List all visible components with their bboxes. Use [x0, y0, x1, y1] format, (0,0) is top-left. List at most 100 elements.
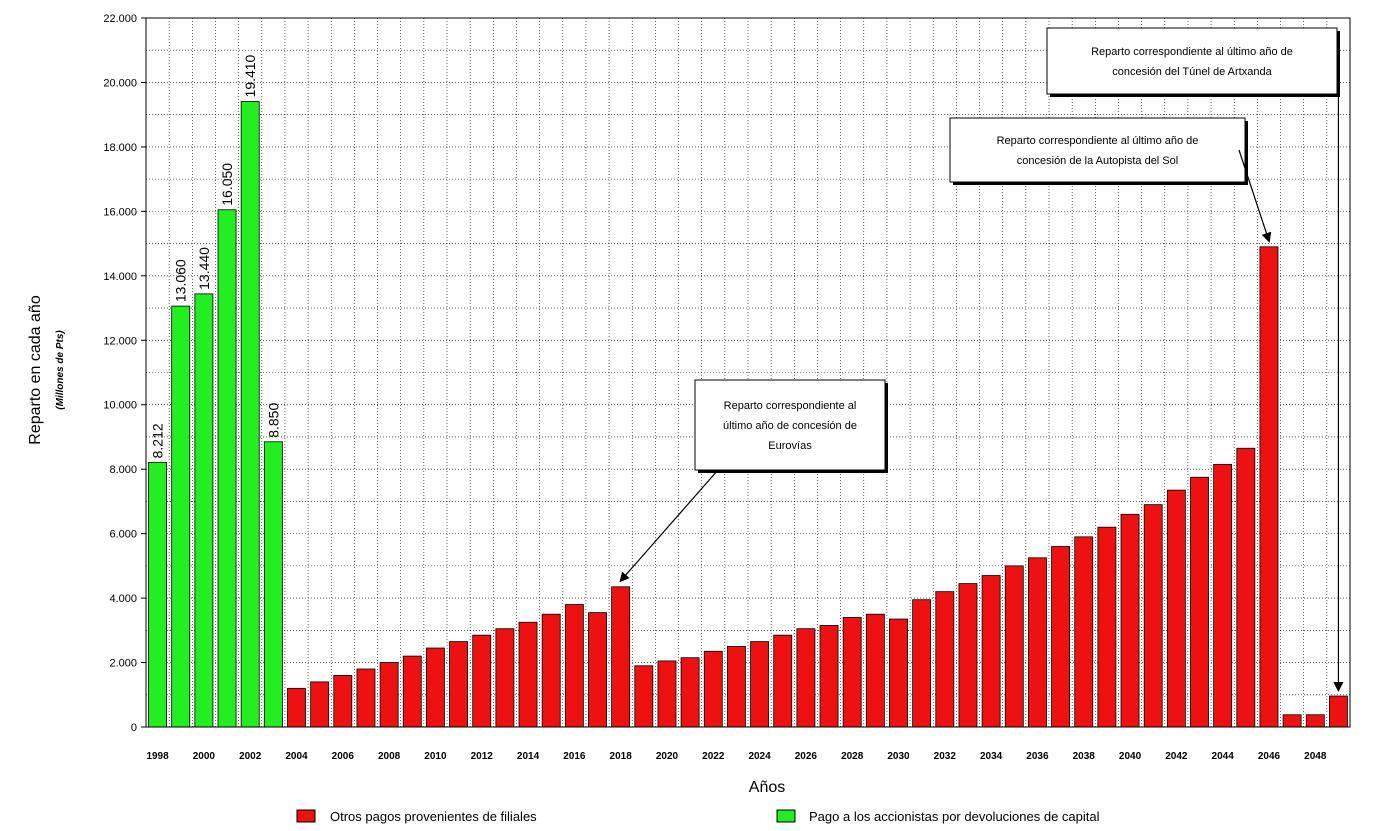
y-tick-label: 0: [131, 722, 137, 734]
bar-otros-2041: [1143, 504, 1163, 728]
annotation-3: Reparto correspondiente al último año de…: [1046, 27, 1344, 693]
data-label-2002: 19.410: [242, 54, 258, 97]
legend-swatch-green: [776, 809, 796, 823]
bar-otros-2038: [1074, 536, 1094, 728]
legend-item-otros: Otros pagos provenientes de filiales: [296, 809, 537, 824]
y-tick-label: 14.000: [103, 271, 137, 283]
bar-otros-2049: [1328, 695, 1348, 728]
bar-otros-2022: [703, 650, 723, 728]
bar-otros-2019: [634, 665, 654, 728]
bar-otros-2020: [657, 660, 677, 728]
plot-frame: [145, 17, 1351, 728]
x-tick-label-2000: 2000: [193, 751, 216, 762]
bar-otros-2031: [912, 599, 932, 728]
y-tick-label: 22.000: [103, 13, 137, 25]
bar-pago-2001: [217, 209, 237, 728]
y-tick-label: 2.000: [109, 658, 137, 670]
y-tick-labels: 0 2.000 4.000 6.000 8.000 10.000 12.000 14.000 1…: [103, 13, 137, 734]
y-tick-label: 12.000: [103, 335, 137, 347]
bar-otros-2025: [773, 634, 793, 728]
bar-otros-2010: [425, 647, 445, 728]
data-label-2003: 8.850: [265, 403, 281, 438]
annotation-text: Reparto correspondiente al último año de: [1091, 46, 1293, 58]
bar-otros-2012: [472, 634, 492, 728]
bar-otros-2027: [819, 625, 839, 728]
legend-label-pago: Pago a los accionistas por devoluciones …: [809, 809, 1100, 824]
annotation-text: Eurovías: [768, 440, 812, 452]
bar-otros-2040: [1120, 513, 1140, 728]
bar-pago-2000: [194, 293, 214, 728]
bar-otros-2026: [796, 628, 816, 728]
bar-otros-2035: [1004, 565, 1024, 728]
axes: [141, 17, 1351, 728]
bar-otros-2016: [564, 604, 584, 728]
annotation-arrow: [619, 469, 719, 583]
bar-otros-2018: [611, 586, 631, 728]
legend-label-otros: Otros pagos provenientes de filiales: [330, 809, 537, 824]
bar-otros-2030: [889, 618, 908, 728]
x-tick-label-1998: 1998: [146, 751, 169, 762]
bar-otros-2045: [1236, 447, 1256, 728]
x-tick-label-2020: 2020: [656, 751, 679, 762]
annotation-text: Reparto correspondiente al: [724, 400, 857, 412]
annotation-box: [949, 117, 1246, 183]
y-tick-label: 18.000: [103, 142, 137, 154]
legend-item-pago: Pago a los accionistas por devoluciones …: [776, 809, 1100, 824]
legend: Otros pagos provenientes de filiales Pag…: [296, 809, 1100, 824]
data-label-2001: 16.050: [219, 163, 235, 206]
x-tick-label-2048: 2048: [1304, 751, 1327, 762]
annotation-arrow: [1238, 149, 1272, 243]
bar-otros-2047: [1282, 714, 1302, 728]
bar-otros-2014: [518, 621, 538, 728]
y-tick-label: 10.000: [103, 400, 137, 412]
bar-otros-2046: [1259, 246, 1279, 728]
bar-otros-2004: [287, 687, 306, 728]
bar-otros-2036: [1027, 557, 1047, 728]
x-tick-label-2006: 2006: [332, 751, 355, 762]
y-tick-label: 6.000: [109, 529, 137, 541]
bar-pago-2003: [263, 441, 283, 728]
data-label-1999: 13.060: [173, 259, 189, 302]
bar-otros-2032: [935, 591, 955, 728]
bar-otros-2034: [981, 575, 1001, 728]
bar-otros-2044: [1213, 463, 1233, 728]
bar-otros-2009: [402, 655, 422, 728]
bar-otros-2015: [541, 613, 561, 728]
x-tick-label-2016: 2016: [563, 751, 586, 762]
x-tick-label-2018: 2018: [610, 751, 633, 762]
bar-otros-2021: [680, 657, 700, 728]
y-axis-label: Reparto en cada año: [27, 295, 44, 445]
x-tick-label-2010: 2010: [424, 751, 447, 762]
x-tick-label-2046: 2046: [1258, 751, 1281, 762]
x-tick-label-2008: 2008: [378, 751, 401, 762]
bar-otros-2006: [333, 675, 353, 728]
x-tick-label-2036: 2036: [1026, 751, 1049, 762]
data-label-2000: 13.440: [196, 247, 212, 290]
bar-pago-2002: [240, 101, 260, 728]
bar-otros-2011: [449, 641, 469, 728]
y-tick-label: 16.000: [103, 206, 137, 218]
x-tick-label-2022: 2022: [702, 751, 725, 762]
y-tick-label: 4.000: [109, 593, 137, 605]
x-tick-label-2044: 2044: [1212, 751, 1235, 762]
x-tick-labels: 1998 2000 2002 2004 2006 2008 2010 2012 2014 2016…: [146, 751, 1326, 762]
bar-pago-1998: [148, 461, 168, 728]
bar-pago-1999: [171, 305, 191, 728]
x-tick-label-2030: 2030: [887, 751, 910, 762]
x-tick-label-2004: 2004: [285, 751, 308, 762]
bar-otros-2013: [495, 628, 515, 728]
bars: [148, 101, 1348, 728]
bar-otros-2024: [750, 641, 770, 728]
x-tick-label-2042: 2042: [1165, 751, 1188, 762]
x-tick-label-2024: 2024: [748, 751, 771, 762]
x-tick-label-2014: 2014: [517, 751, 540, 762]
bar-otros-2005: [310, 681, 330, 728]
bar-otros-2028: [842, 617, 862, 728]
x-axis-label: Años: [749, 779, 785, 796]
legend-swatch-red: [296, 809, 316, 823]
bar-otros-2023: [726, 646, 746, 728]
x-tick-label-2034: 2034: [980, 751, 1003, 762]
x-tick-label-2040: 2040: [1119, 751, 1142, 762]
annotation-text: concesión del Túnel de Artxanda: [1112, 66, 1272, 78]
bar-otros-2042: [1166, 489, 1186, 728]
